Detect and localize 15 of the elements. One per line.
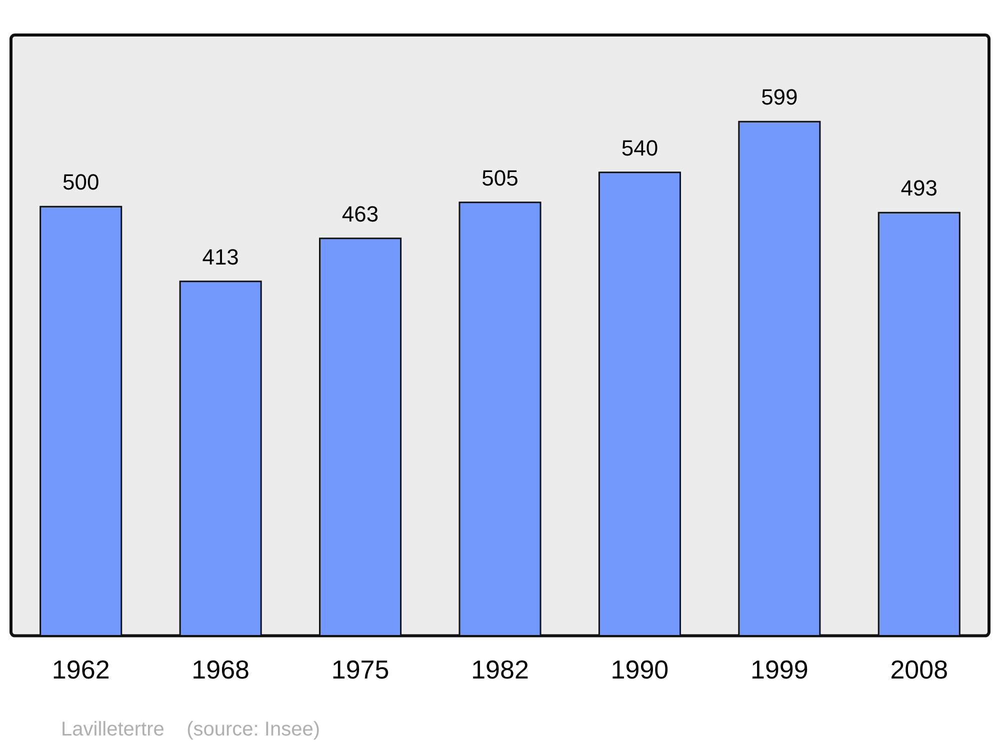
data-label: 540 — [621, 135, 658, 160]
text: Lavilletertre (source: Insee) — [61, 718, 320, 741]
data-label: 599 — [761, 84, 798, 110]
x-tick-label: 1982 — [471, 654, 529, 685]
x-tick-label: 1975 — [331, 654, 390, 685]
data-label: 500 — [62, 170, 100, 195]
x-tick-label: 1962 — [52, 654, 110, 685]
data-label: 493 — [900, 176, 938, 201]
x-tick-label: 2008 — [890, 654, 948, 685]
data-label: 463 — [342, 201, 379, 226]
x-tick-label: 1968 — [192, 654, 250, 685]
x-tick-label: 1990 — [610, 654, 669, 685]
data-label: 413 — [202, 244, 239, 270]
x-tick-label: 1999 — [750, 654, 808, 685]
data-label: 505 — [482, 165, 518, 190]
